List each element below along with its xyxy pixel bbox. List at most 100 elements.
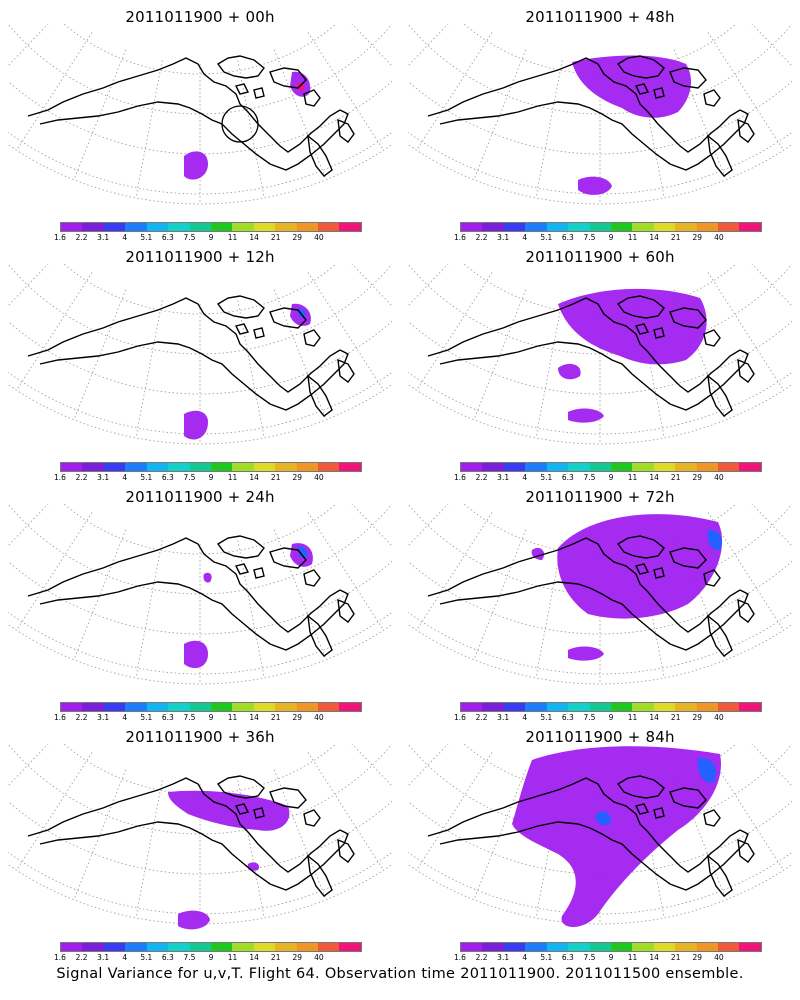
- legend-swatch: [275, 703, 297, 711]
- legend-swatch: [168, 463, 190, 471]
- legend-tick-label: 1.6: [54, 473, 66, 482]
- forecast-panel: 2011011900 + 84h 1.6 2.2 3.1 4 5.1 6.3 7.5 9 11 14…: [400, 720, 800, 970]
- observation-target-circle: [221, 105, 259, 143]
- legend-tick-label: 11: [627, 953, 638, 962]
- legend-swatch: [253, 223, 276, 231]
- legend-swatch: [525, 943, 547, 951]
- legend-swatch: [675, 943, 697, 951]
- legend-tick-label: 29: [292, 953, 303, 962]
- legend-tick-label: 21: [270, 953, 281, 962]
- legend-tick-label: 4: [122, 713, 128, 722]
- legend-tick-label: 5.1: [540, 473, 553, 482]
- color-legend: 1.6 2.2 3.1 4 5.1 6.3 7.5 9 11 14 21 29 40: [454, 702, 762, 726]
- legend-swatch: [675, 223, 697, 231]
- legend-swatch: [718, 463, 740, 471]
- legend-tick-label: 29: [692, 713, 703, 722]
- legend-tick-label: 40: [714, 473, 724, 482]
- forecast-panel: 2011011900 + 12h 1.6 2.2 3.1 4 5.1 6.3 7.5 9 11 14…: [0, 240, 400, 490]
- legend-tick-label: 14: [249, 953, 259, 962]
- legend-tick-label: 3.1: [497, 473, 510, 482]
- legend-swatch: [168, 223, 190, 231]
- panel-title: 2011011900 + 12h: [125, 248, 275, 266]
- variance-field: [512, 746, 721, 927]
- legend-tick-label: 7.5: [583, 713, 596, 722]
- forecast-panel: 2011011900 + 36h 1.6 2.2 3.1 4 5.1 6.3 7.5 9 11 14…: [0, 720, 400, 970]
- legend-swatch: [739, 943, 761, 951]
- variance-region: [568, 646, 604, 661]
- legend-swatch: [275, 463, 297, 471]
- legend-tick-label: 5.1: [140, 713, 153, 722]
- legend-swatch: [675, 463, 697, 471]
- legend-swatch: [696, 943, 719, 951]
- legend-swatch: [103, 943, 126, 951]
- legend-swatch: [568, 463, 590, 471]
- legend-swatch: [103, 463, 126, 471]
- legend-tick-label: 29: [692, 953, 703, 962]
- panel-title: 2011011900 + 60h: [525, 248, 675, 266]
- legend-tick-label: 5.1: [540, 233, 553, 242]
- polar-map: [408, 744, 792, 927]
- legend-swatch: [82, 703, 104, 711]
- legend-colorbar: [460, 942, 762, 952]
- legend-swatch: [610, 463, 633, 471]
- color-legend: 1.6 2.2 3.1 4 5.1 6.3 7.5 9 11 14 21 29 40: [54, 462, 362, 486]
- legend-swatch: [461, 223, 483, 231]
- legend-swatch: [546, 703, 569, 711]
- legend-swatch: [61, 703, 83, 711]
- legend-swatch: [718, 703, 740, 711]
- legend-swatch: [146, 463, 169, 471]
- legend-colorbar: [60, 462, 362, 472]
- legend-tick-label: 4: [522, 233, 528, 242]
- legend-tick-label: 7.5: [183, 713, 196, 722]
- legend-tick-label: 11: [227, 233, 238, 242]
- legend-tick-label: 6.3: [561, 473, 574, 482]
- legend-swatch: [210, 463, 233, 471]
- legend-swatch: [125, 463, 147, 471]
- legend-tick-label: 14: [249, 713, 259, 722]
- legend-tick-label: 40: [314, 713, 324, 722]
- legend-swatch: [546, 463, 569, 471]
- legend-tick-label: 21: [670, 233, 681, 242]
- legend-swatch: [589, 223, 611, 231]
- legend-tick-label: 40: [314, 233, 324, 242]
- legend-tick-label: 40: [314, 473, 324, 482]
- graticule: [8, 24, 392, 205]
- legend-swatch: [610, 703, 633, 711]
- legend-swatch: [339, 943, 361, 951]
- legend-swatch: [632, 703, 654, 711]
- polar-map: [8, 24, 392, 205]
- legend-tick-label: 7.5: [183, 953, 196, 962]
- variance-region: [178, 910, 210, 930]
- legend-swatch: [739, 463, 761, 471]
- legend-tick-label: 3.1: [497, 233, 510, 242]
- legend-tick-label: 21: [670, 473, 681, 482]
- legend-tick-label: 5.1: [140, 233, 153, 242]
- legend-tick-label: 11: [627, 713, 638, 722]
- legend-swatch: [210, 943, 233, 951]
- legend-swatch: [61, 943, 83, 951]
- panel-title: 2011011900 + 72h: [525, 488, 675, 506]
- legend-swatch: [318, 703, 340, 711]
- variance-region: [297, 546, 308, 559]
- legend-tick-label: 11: [227, 953, 238, 962]
- panel-title: 2011011900 + 48h: [525, 8, 675, 26]
- legend-tick-label: 9: [608, 233, 614, 242]
- legend-tick-label: 1.6: [54, 953, 66, 962]
- legend-swatch: [253, 463, 276, 471]
- legend-tick-label: 4: [122, 953, 128, 962]
- legend-swatch: [589, 943, 611, 951]
- legend-tick-label: 1.6: [454, 473, 466, 482]
- polar-map: [8, 504, 392, 685]
- color-legend: 1.6 2.2 3.1 4 5.1 6.3 7.5 9 11 14 21 29 40: [454, 222, 762, 246]
- legend-tick-label: 2.2: [475, 713, 488, 722]
- legend-swatch: [696, 463, 719, 471]
- legend-tick-label: 6.3: [561, 953, 574, 962]
- legend-swatch: [461, 943, 483, 951]
- variance-region: [203, 572, 212, 583]
- legend-swatch: [146, 943, 169, 951]
- variance-region: [168, 790, 290, 831]
- legend-tick-label: 11: [227, 473, 238, 482]
- legend-colorbar: [60, 702, 362, 712]
- legend-swatch: [589, 463, 611, 471]
- legend-tick-label: 2.2: [475, 473, 488, 482]
